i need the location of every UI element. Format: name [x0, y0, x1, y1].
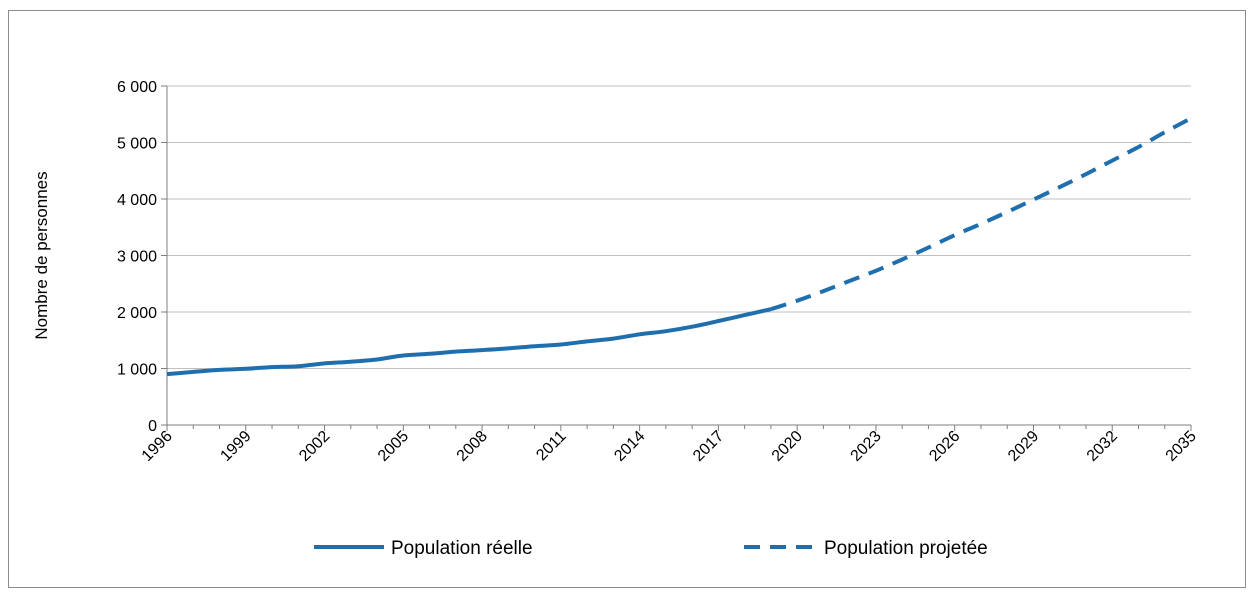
x-tick-label: 2032: [1084, 428, 1121, 465]
x-tick-label: 2014: [611, 428, 648, 465]
x-tick-label: 2026: [926, 428, 963, 465]
x-tick-label: 1996: [139, 428, 176, 465]
tick-labels: 0 1 000 2 000 3 000 4 000 5 000 6 000 1996 1999 2…: [117, 79, 1200, 465]
y-tick-label: 0: [148, 418, 157, 435]
x-tick-label: 2002: [296, 428, 333, 465]
axes: [161, 85, 1192, 431]
legend-label: Population projetée: [824, 538, 988, 559]
y-tick-label: 1 000: [117, 362, 157, 379]
population-line-chart: 0 1 000 2 000 3 000 4 000 5 000 6 000 1996 1999 2…: [32, 79, 1200, 559]
series-line-population-projetee: [770, 116, 1192, 312]
x-tick-label: 2029: [1005, 428, 1042, 465]
y-tick-label: 3 000: [117, 249, 157, 266]
legend: Population réelle Population projetée: [314, 538, 988, 559]
series-lines: [166, 116, 1192, 377]
x-tick-label: 2008: [454, 428, 491, 465]
gridlines: [167, 85, 1191, 369]
chart-frame: 0 1 000 2 000 3 000 4 000 5 000 6 000 1996 1999 2…: [8, 10, 1246, 588]
x-tick-label: 2020: [769, 428, 806, 465]
y-tick-label: 4 000: [117, 192, 157, 209]
x-tick-label: 2035: [1163, 428, 1200, 465]
y-axis-title: Nombre de personnes: [32, 171, 51, 339]
y-tick-label: 6 000: [117, 79, 157, 96]
y-tick-label: 2 000: [117, 305, 157, 322]
x-tick-label: 2017: [690, 428, 727, 465]
x-tick-label: 2005: [375, 428, 412, 465]
x-tick-label: 2023: [848, 428, 885, 465]
y-tick-label: 5 000: [117, 136, 157, 153]
x-tick-label: 1999: [217, 428, 254, 465]
series-line-population-reelle: [166, 307, 772, 377]
x-tick-label: 2011: [533, 428, 569, 464]
legend-label: Population réelle: [391, 538, 533, 559]
